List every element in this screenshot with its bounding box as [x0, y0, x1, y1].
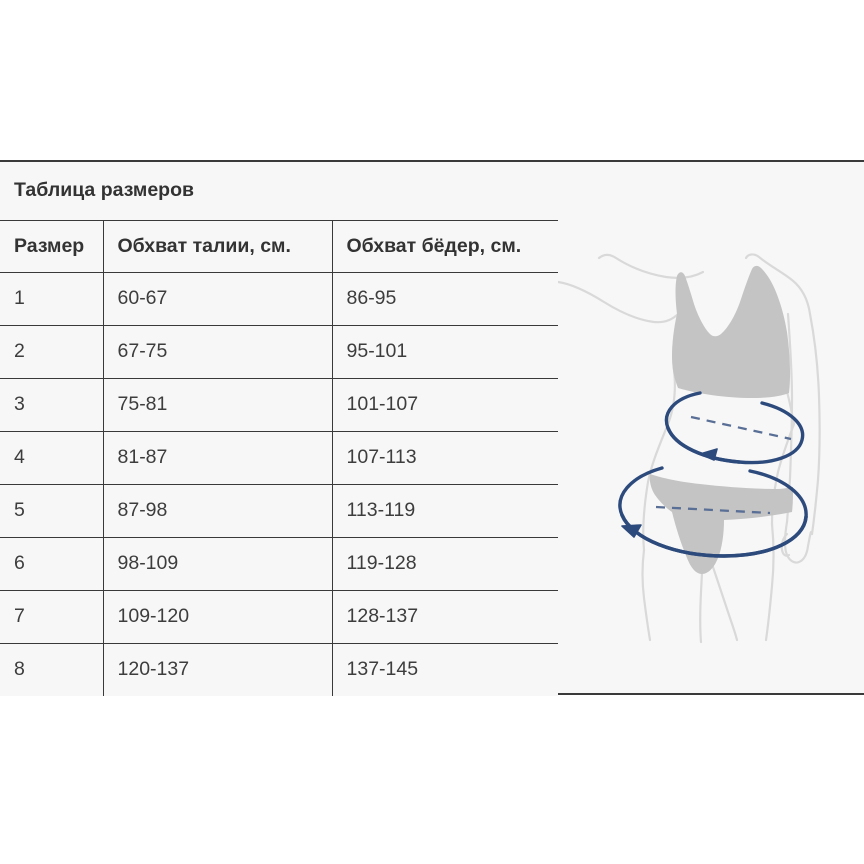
cell-size: 3 [0, 378, 104, 432]
cell-hips: 101-107 [331, 378, 559, 432]
hips-dashed-line [655, 505, 771, 515]
size-chart-band: Таблица размеров Размер Обхват талии, см… [0, 160, 864, 696]
cell-size: 6 [0, 537, 104, 591]
size-table-container: Таблица размеров Размер Обхват талии, см… [0, 162, 559, 696]
table-row: 1 60-67 86-95 [0, 272, 559, 326]
table-row: 4 81-87 107-113 [0, 431, 559, 485]
waist-ring-front [666, 426, 741, 464]
cell-size: 1 [0, 272, 104, 326]
cell-waist: 120-137 [102, 643, 333, 696]
table-row: 8 120-137 137-145 [0, 643, 559, 696]
waist-dashed-line [690, 415, 792, 441]
table-body: 1 60-67 86-95 2 67-75 95-101 3 75-81 101… [0, 272, 559, 696]
cell-waist: 67-75 [102, 325, 333, 379]
table-row: 2 67-75 95-101 [0, 325, 559, 379]
table-row: 3 75-81 101-107 [0, 378, 559, 432]
cell-size: 4 [0, 431, 104, 485]
column-header-size: Размер [0, 220, 104, 273]
cell-hips: 128-137 [331, 590, 559, 644]
cell-hips: 107-113 [331, 431, 559, 485]
column-header-hips: Обхват бёдер, см. [331, 220, 559, 273]
table-row: 5 87-98 113-119 [0, 484, 559, 538]
hips-arrow-icon [621, 524, 642, 538]
size-table: Таблица размеров Размер Обхват талии, см… [0, 162, 559, 696]
measurement-figure-panel [558, 162, 864, 693]
table-title: Таблица размеров [0, 162, 559, 221]
cell-hips: 86-95 [331, 272, 559, 326]
cell-size: 8 [0, 643, 104, 696]
cell-size: 7 [0, 590, 104, 644]
cell-hips: 113-119 [331, 484, 559, 538]
garment-shapes [649, 265, 793, 574]
cell-hips: 137-145 [331, 643, 559, 696]
table-row: 6 98-109 119-128 [0, 537, 559, 591]
cell-hips: 119-128 [331, 537, 559, 591]
cell-size: 2 [0, 325, 104, 379]
briefs-icon [649, 474, 793, 574]
cell-waist: 81-87 [102, 431, 333, 485]
cell-size: 5 [0, 484, 104, 538]
cell-hips: 95-101 [331, 325, 559, 379]
hips-measurement-loop [618, 466, 808, 558]
waist-ring [664, 391, 805, 465]
cell-waist: 98-109 [102, 537, 333, 591]
cell-waist: 109-120 [102, 590, 333, 644]
table-row: 7 109-120 128-137 [0, 590, 559, 644]
waist-arrow-icon [699, 448, 718, 461]
table-title-row: Таблица размеров [0, 162, 559, 221]
cell-waist: 87-98 [102, 484, 333, 538]
table-header-row: Размер Обхват талии, см. Обхват бёдер, с… [0, 220, 559, 273]
column-header-waist: Обхват талии, см. [102, 220, 333, 273]
bra-icon [672, 265, 791, 398]
hips-ring-front [620, 513, 808, 558]
female-torso-measurement-illustration [558, 253, 821, 644]
cell-waist: 60-67 [102, 272, 333, 326]
waist-measurement-loop [664, 391, 805, 465]
cell-waist: 75-81 [102, 378, 333, 432]
